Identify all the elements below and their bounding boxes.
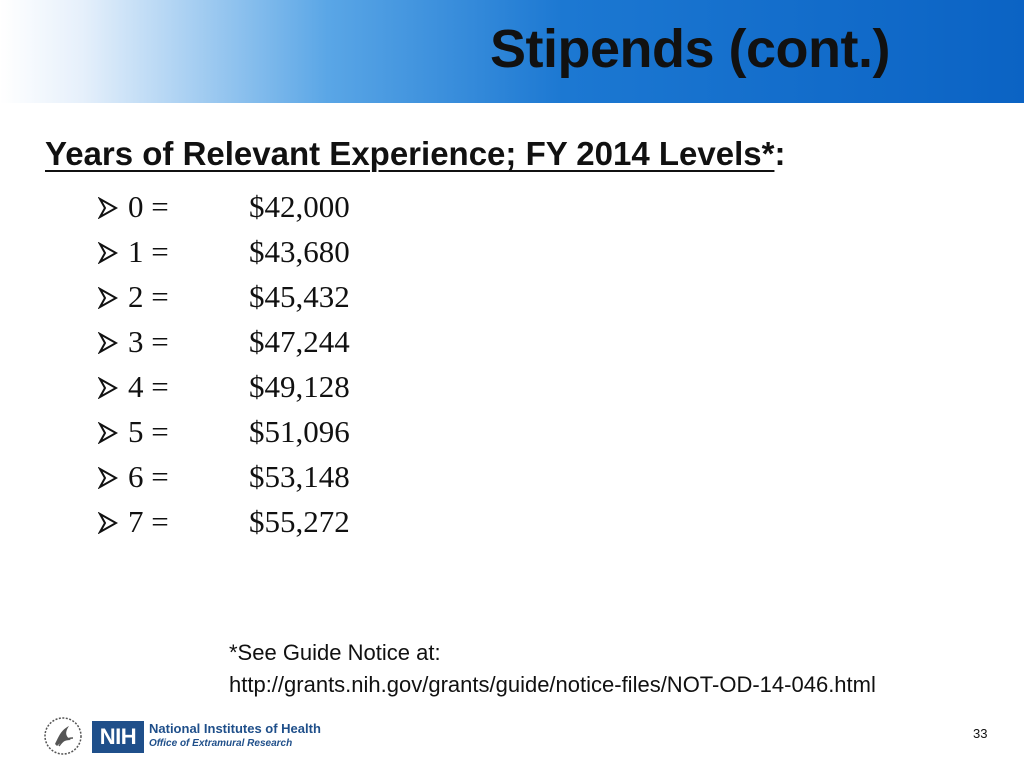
stipend-row: 7 = $55,272 (97, 499, 350, 544)
stipend-amount: $51,096 (249, 414, 350, 449)
years-label: 5 = (128, 414, 169, 449)
stipend-amount: $49,128 (249, 369, 350, 404)
section-heading-colon: : (774, 135, 786, 172)
arrowhead-bullet-icon (97, 409, 128, 454)
title-bar (0, 0, 1024, 103)
section-heading-text: Years of Relevant Experience; FY 2014 Le… (45, 135, 775, 172)
years-label: 4 = (128, 369, 169, 404)
arrowhead-bullet-icon (97, 319, 128, 364)
years-label: 6 = (128, 459, 169, 494)
nih-wordmark: National Institutes of Health Office of … (149, 721, 321, 751)
arrowhead-bullet-icon (97, 364, 128, 409)
years-label: 2 = (128, 279, 169, 314)
stipend-row: 3 = $47,244 (97, 319, 350, 364)
arrowhead-bullet-icon (97, 229, 128, 274)
years-label: 1 = (128, 234, 169, 269)
arrowhead-bullet-icon (97, 454, 128, 499)
stipend-amount: $53,148 (249, 459, 350, 494)
stipend-row: 1 = $43,680 (97, 229, 350, 274)
arrowhead-bullet-icon (97, 184, 128, 229)
note-line-1: *See Guide Notice at: (229, 640, 441, 665)
stipend-amount: $45,432 (249, 279, 350, 314)
section-heading: Years of Relevant Experience; FY 2014 Le… (45, 135, 785, 173)
stipend-amount: $55,272 (249, 504, 350, 539)
stipend-list: 0 = $42,000 1 = $43,680 2 = $45,432 3 = … (97, 184, 350, 544)
years-label: 3 = (128, 324, 169, 359)
stipend-row: 6 = $53,148 (97, 454, 350, 499)
page-number: 33 (973, 726, 988, 741)
stipend-amount: $42,000 (249, 189, 350, 224)
guide-notice-note: *See Guide Notice at: http://grants.nih.… (229, 637, 876, 701)
arrowhead-bullet-icon (97, 499, 128, 544)
years-label: 0 = (128, 189, 169, 224)
stipend-amount: $47,244 (249, 324, 350, 359)
stipend-row: 0 = $42,000 (97, 184, 350, 229)
nih-name: National Institutes of Health (149, 721, 321, 736)
nih-logo-box: NIH (92, 721, 144, 753)
stipend-amount: $43,680 (249, 234, 350, 269)
arrowhead-bullet-icon (97, 274, 128, 319)
stipend-row: 4 = $49,128 (97, 364, 350, 409)
office-name: Office of Extramural Research (149, 738, 293, 749)
slide-title: Stipends (cont.) (490, 19, 890, 79)
hhs-eagle-logo-icon (44, 717, 82, 755)
guide-notice-link[interactable]: http://grants.nih.gov/grants/guide/notic… (229, 672, 876, 697)
stipend-row: 5 = $51,096 (97, 409, 350, 454)
stipend-row: 2 = $45,432 (97, 274, 350, 319)
years-label: 7 = (128, 504, 169, 539)
